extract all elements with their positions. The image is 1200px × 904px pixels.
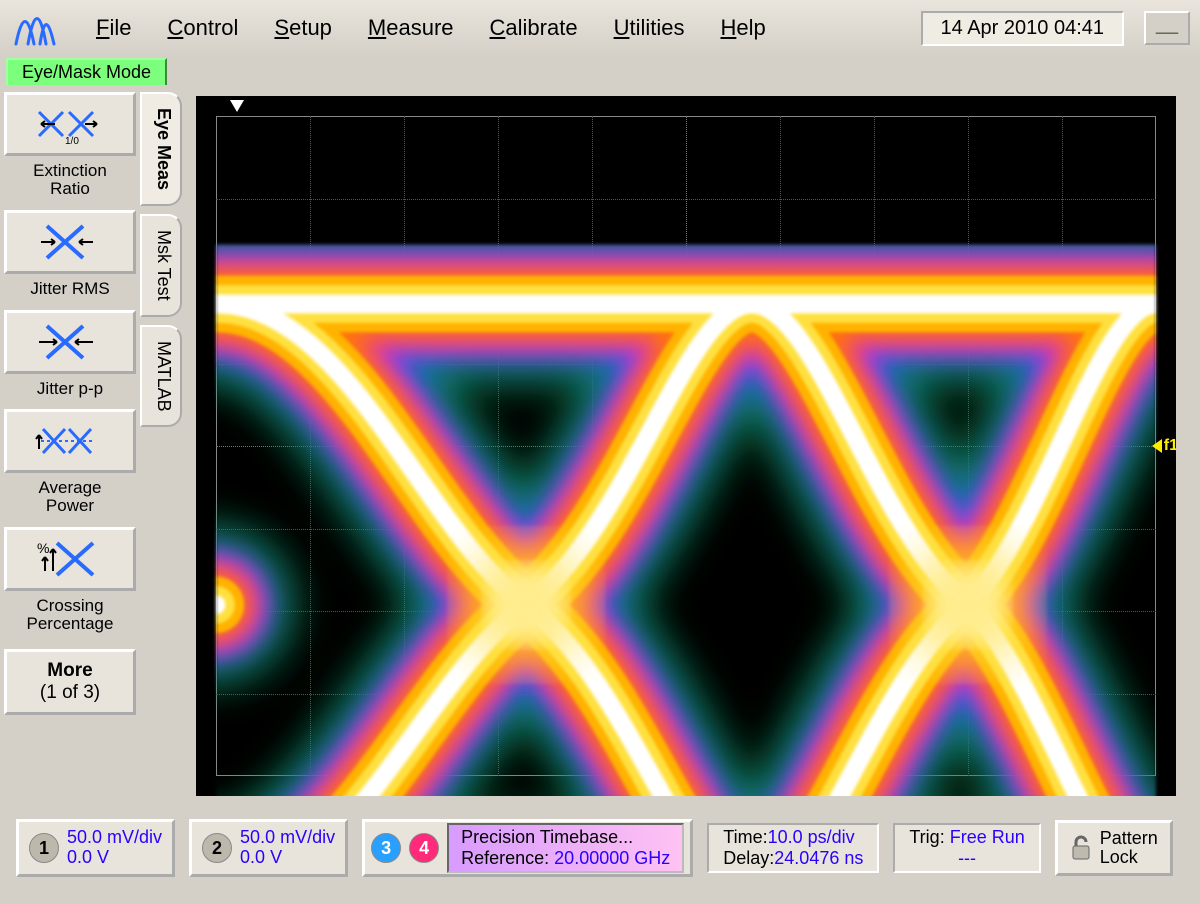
average-power-icon [35,419,105,463]
channel-4-badge: 4 [409,833,439,863]
menu-help[interactable]: Help [702,9,783,47]
vtab-eye-meas[interactable]: Eye Meas [140,92,182,206]
ch1-offset: 0.0 V [67,848,162,868]
svg-text:1/0: 1/0 [65,136,79,146]
pattern-lock-button[interactable]: Pattern Lock [1055,820,1173,876]
btn-average-power[interactable] [4,409,136,473]
vtab-matlab[interactable]: MATLAB [140,325,182,428]
trig-value: Free Run [950,827,1025,847]
channel-3-badge: 3 [371,833,401,863]
btn-jitter-rms[interactable] [4,210,136,274]
lbl-average-power: Average Power [4,477,136,523]
more-line2: (1 of 3) [7,682,133,704]
agilent-logo-icon [10,4,58,52]
delay-label: Delay: [723,848,774,868]
menu-setup[interactable]: Setup [256,9,350,47]
time-delay-box[interactable]: Time:10.0 ps/div Delay:24.0476 ns [707,823,879,872]
lbl-crossing-percentage: Crossing Percentage [4,595,136,641]
menu-bar: File Control Setup Measure Calibrate Uti… [0,0,1200,56]
ch2-offset: 0.0 V [240,848,335,868]
extinction-ratio-icon: 1/0 [35,102,105,146]
jitter-rms-icon [35,220,105,264]
measurement-buttons-panel: 1/0 Extinction Ratio Jitter RMS Jitter p… [0,86,140,806]
trig-label: Trig: [909,827,944,847]
channel-1-badge: 1 [29,833,59,863]
menu-measure[interactable]: Measure [350,9,472,47]
timebase-ref-value: 20.00000 GHz [554,848,670,868]
trig-sub: --- [909,848,1024,869]
eye-diagram [216,116,1156,796]
precision-timebase-panel: Precision Timebase... Reference: 20.0000… [447,823,684,872]
menu-utilities[interactable]: Utilities [596,9,703,47]
btn-crossing-percentage[interactable]: % [4,527,136,591]
menu-control[interactable]: Control [149,9,256,47]
btn-jitter-pp[interactable] [4,310,136,374]
lock-open-icon [1070,834,1092,862]
channel-2-box[interactable]: 2 50.0 mV/div 0.0 V [189,819,348,877]
svg-text:%: % [37,540,49,556]
status-bar: 1 50.0 mV/div 0.0 V 2 50.0 mV/div 0.0 V … [0,806,1200,890]
lbl-jitter-rms: Jitter RMS [4,278,136,306]
ch2-scale: 50.0 mV/div [240,828,335,848]
clock-display: 14 Apr 2010 04:41 [921,11,1124,46]
lbl-extinction-ratio: Extinction Ratio [4,160,136,206]
crossing-percentage-icon: % [35,537,105,581]
jitter-pp-icon [35,320,105,364]
delay-value: 24.0476 ns [774,848,863,868]
timebase-title: Precision Timebase... [461,827,633,847]
trigger-marker-label: f1 [1164,437,1176,455]
menu-file[interactable]: File [78,9,149,47]
more-line1: More [7,660,133,682]
scope-screen[interactable]: f1 [196,96,1176,796]
pattern-lock-label: Pattern Lock [1100,829,1158,867]
ch1-scale: 50.0 mV/div [67,828,162,848]
timebase-box[interactable]: 3 4 Precision Timebase... Reference: 20.… [362,819,693,877]
mode-tab-eye-mask[interactable]: Eye/Mask Mode [6,58,167,85]
mode-strip: Eye/Mask Mode [0,56,1200,86]
trigger-level-marker: f1 [1152,437,1176,455]
time-ref-marker-icon [230,100,244,112]
channel-2-badge: 2 [202,833,232,863]
btn-extinction-ratio[interactable]: 1/0 [4,92,136,156]
minimize-button[interactable]: __ [1144,11,1190,45]
timebase-ref-label: Reference: [461,848,549,868]
vertical-tabs: Eye Meas Msk Test MATLAB [140,86,182,806]
scope-area: f1 [182,86,1200,806]
trigger-box[interactable]: Trig: Free Run --- [893,823,1040,872]
vtab-msk-test[interactable]: Msk Test [140,214,182,317]
time-label: Time: [723,827,767,847]
channel-1-box[interactable]: 1 50.0 mV/div 0.0 V [16,819,175,877]
btn-more[interactable]: More (1 of 3) [4,649,136,715]
menu-calibrate[interactable]: Calibrate [472,9,596,47]
lbl-jitter-pp: Jitter p-p [4,378,136,406]
time-value: 10.0 ps/div [768,827,855,847]
